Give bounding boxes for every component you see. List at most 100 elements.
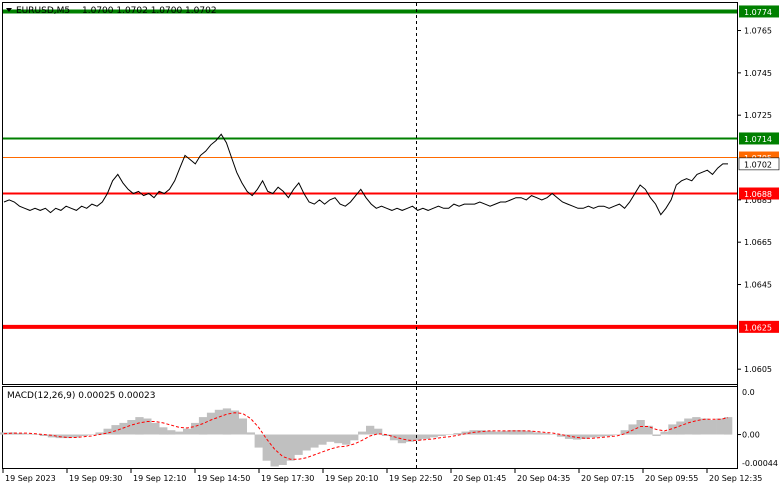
time-tick-label: 19 Sep 20:10 [325,474,378,483]
time-tick-label: 20 Sep 09:55 [645,474,698,483]
macd-histogram-bar [389,434,399,441]
macd-top-value-label: 0.0 [742,388,755,397]
time-tick-label: 19 Sep 12:10 [133,474,186,483]
macd-histogram-bar [413,434,422,441]
macd-histogram-bar [31,434,41,435]
level-tag-bg [738,157,780,171]
macd-histogram-bar [8,432,17,435]
price-tick-label: 1.0725 [744,111,772,120]
macd-histogram-bar [477,430,486,435]
macd-histogram-bar [501,430,510,435]
macd-histogram-bar [326,434,335,442]
macd-histogram-bar [381,434,391,436]
time-tick-label: 20 Sep 01:45 [453,474,506,483]
price-tick-label: 1.0745 [744,69,772,78]
level-price-tag: 1.0714 [739,132,779,145]
macd-histogram-bar [652,434,661,436]
macd-histogram-bar [47,434,57,438]
macd-layer [0,408,741,467]
time-tick-label: 19 Sep 2023 [5,474,56,483]
macd-histogram-bar [206,412,216,435]
macd-histogram-bar [214,409,224,435]
macd-histogram-bar [676,421,685,435]
macd-title: MACD(12,26,9) 0.00025 0.00023 [7,391,156,401]
macd-histogram-bar [230,410,239,435]
macd-histogram-bar [453,433,462,435]
macd-histogram-bar [342,434,351,445]
price-series-layer [3,133,728,216]
symbol-label: EURUSD,M5 [16,6,70,16]
macd-histogram-bar [374,428,383,435]
macd-histogram-bar [183,428,192,435]
macd-histogram-bar [588,434,598,438]
macd-histogram-bar [620,430,629,435]
macd-histogram-bar [286,434,295,461]
macd-histogram-bar [716,418,725,435]
level-tag-bg [739,187,779,200]
macd-histogram-bar [358,431,367,435]
macd-histogram-bar [246,432,255,435]
macd-histogram-bar [167,430,176,435]
macd-histogram-bar [549,434,558,435]
macd-histogram-bar [71,434,80,438]
macd-histogram-bar [318,434,327,445]
macd-histogram-bar [684,418,693,435]
macd-histogram-bar [254,434,263,448]
time-tick-label: 19 Sep 09:30 [69,474,122,483]
macd-histogram-bar [350,434,359,441]
level-price-tag: 1.0688 [739,187,779,200]
macd-histogram-bar [397,434,407,444]
macd-histogram-bar [580,434,590,439]
triangle-down-icon[interactable] [6,8,12,12]
macd-histogram-bar [493,431,502,435]
macd-histogram-bar [405,434,415,442]
macd-histogram-bar [660,431,669,435]
macd-tick-label: -0.00044 [742,459,778,468]
price-line-series [3,133,728,216]
macd-histogram-bar [604,434,613,436]
macd-histogram-bar [461,431,470,435]
macd-histogram-bar [596,434,605,437]
macd-histogram-bar [15,433,25,435]
macd-histogram-bar [564,434,574,439]
macd-histogram-bar [437,434,446,436]
price-tick-label: 1.0605 [744,365,772,374]
macd-histogram-bar [525,430,534,435]
macd-histogram-bar [668,424,677,435]
time-tick-label: 19 Sep 17:30 [261,474,314,483]
macd-histogram-bar [23,433,33,435]
macd-histogram-bar [556,434,566,437]
level-price-tag: 1.0702 [738,157,780,171]
macd-histogram-bar [294,434,303,455]
level-tag-label: 1.0688 [744,190,772,199]
time-tick-label: 20 Sep 07:15 [581,474,634,483]
macd-histogram-bar [485,430,494,435]
macd-histogram-bar [541,433,550,435]
macd-histogram-bar [39,434,49,436]
chart-header: EURUSD,M5 1.0700 1.0702 1.0700 1.0702 [6,6,217,16]
macd-histogram-bar [191,422,200,435]
macd-histogram-bar [175,431,184,435]
macd-histogram-bar [238,418,247,435]
macd-histogram-bar [63,434,72,439]
macd-histogram-bar [628,424,637,435]
levels-layer [3,9,737,329]
price-tick-label: 1.0645 [744,281,772,290]
macd-histogram-bar [87,434,96,435]
level-price-tag: 1.0774 [739,5,779,18]
level-tag-label: 1.0625 [744,323,772,332]
price-ticks-layer: 1.0765 1.0745 1.0725 1.0685 1.0665 1.0645 1.06… [737,27,772,374]
level-tag-bg [739,320,779,333]
level-price-tag: 1.0625 [739,320,779,333]
macd-histogram-bar [222,408,232,435]
macd-histogram-bar [95,432,104,435]
macd-histogram-bar [278,434,287,465]
macd-histogram-bar [517,430,526,435]
price-tick-label: 1.0765 [744,27,772,36]
macd-histogram-bar [445,434,454,435]
macd-histogram-bar [724,417,733,435]
macd-histogram-bar [700,418,709,435]
